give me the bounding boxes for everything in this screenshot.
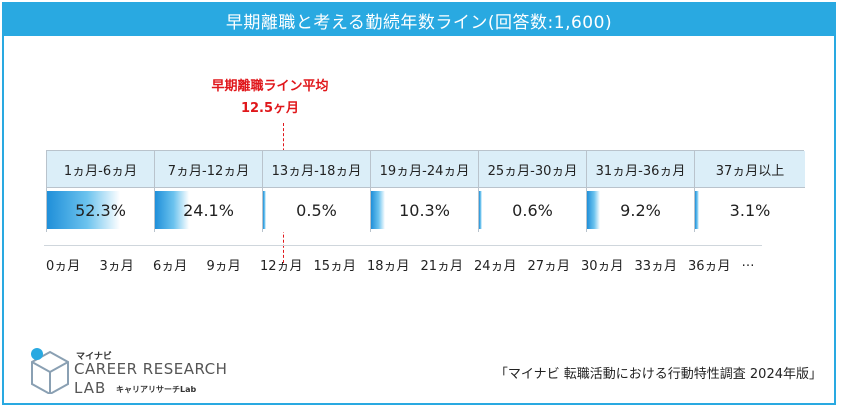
month-tick-label: 12ヵ月 <box>260 259 303 274</box>
month-tick-label: 21ヵ月 <box>420 259 464 274</box>
month-tick-label: 3ヵ月 <box>99 259 134 274</box>
value-bar <box>371 191 386 229</box>
chart-title: 早期離職と考える勤続年数ライン(回答数:1,600) <box>4 4 834 36</box>
value-bar <box>587 191 600 229</box>
column-header: 13ヵ月-18ヵ月 <box>263 151 371 187</box>
value-label: 0.6% <box>512 200 553 220</box>
distribution-table: 1ヵ月-6ヵ月 52.3% 7ヵ月-12ヵ月 24.1% 13ヵ月-18ヵ月 0.5% 19… <box>46 150 805 232</box>
brand-career-research-text: CAREER RESEARCH <box>74 360 228 378</box>
value-label: 24.1% <box>183 200 234 220</box>
month-tick-label: 15ヵ月 <box>313 259 357 274</box>
value-bar <box>155 191 189 229</box>
month-tick-label: 30ヵ月 <box>581 259 624 274</box>
value-label: 0.5% <box>296 200 337 220</box>
value-label: 52.3% <box>75 200 126 220</box>
column-header: 37ヵ月以上 <box>695 151 805 187</box>
average-line-label: 早期離職ライン平均 <box>211 79 329 94</box>
value-cell: 3.1% <box>695 187 805 232</box>
month-tick-label: 0ヵ月 <box>46 259 81 274</box>
month-tick-label: 36ヵ月 <box>688 259 731 274</box>
source-note: 「マイナビ 転職活動における行動特性調査 2024年版」 <box>494 367 822 382</box>
month-tick-label: 9ヵ月 <box>206 259 241 274</box>
value-bar <box>263 191 266 229</box>
value-label: 3.1% <box>729 200 771 220</box>
value-bar <box>47 191 121 229</box>
month-tick-label: 27ヵ月 <box>527 259 571 274</box>
month-tick-label: … <box>741 255 755 270</box>
brand-mynavi-text: マイナビ <box>76 352 112 362</box>
month-tick-label: 24ヵ月 <box>474 259 517 274</box>
month-tick-label: 6ヵ月 <box>153 259 188 274</box>
brand-subtitle-text: キャリアリサーチLab <box>116 385 197 394</box>
value-cell: 9.2% <box>587 187 695 232</box>
column-header: 19ヵ月-24ヵ月 <box>371 151 479 187</box>
column-header: 25ヵ月-30ヵ月 <box>479 151 587 187</box>
column-header: 31ヵ月-36ヵ月 <box>587 151 695 187</box>
value-label: 9.2% <box>620 200 661 220</box>
value-cell: 24.1% <box>155 187 263 232</box>
value-cell: 52.3% <box>47 187 155 232</box>
month-axis <box>44 245 762 246</box>
brand-lab-text: LAB <box>74 379 107 397</box>
value-cell: 0.6% <box>479 187 587 232</box>
month-tick-label: 18ヵ月 <box>367 259 410 274</box>
value-cell: 0.5% <box>263 187 371 232</box>
value-label: 10.3% <box>399 200 450 220</box>
value-bar <box>479 191 482 229</box>
column-header: 7ヵ月-12ヵ月 <box>155 151 263 187</box>
value-cell: 10.3% <box>371 187 479 232</box>
column-header: 1ヵ月-6ヵ月 <box>47 151 155 187</box>
month-tick-label: 33ヵ月 <box>634 259 678 274</box>
average-line-value: 12.5ヶ月 <box>240 101 300 116</box>
value-bar <box>695 191 700 229</box>
career-research-lab-logo <box>28 342 72 398</box>
